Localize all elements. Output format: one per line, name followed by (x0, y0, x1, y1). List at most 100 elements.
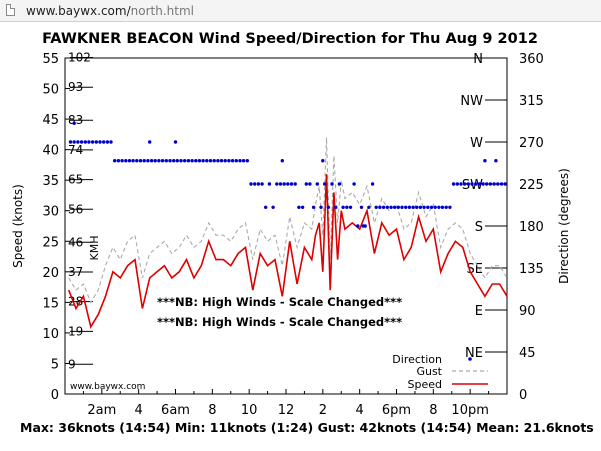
x-tick-label: 6pm (382, 403, 411, 418)
x-tick-label: 4 (356, 403, 364, 418)
direction-point (172, 159, 176, 163)
series-layer (67, 121, 508, 329)
direction-point (164, 159, 168, 163)
direction-point (282, 182, 286, 186)
direction-point (304, 182, 308, 186)
direction-point (466, 182, 470, 186)
direction-point (361, 224, 365, 228)
direction-point (359, 205, 364, 209)
direction-point (249, 182, 253, 186)
left-tick-label: 40 (42, 144, 59, 159)
direction-point (415, 205, 419, 209)
compass-label: W (470, 136, 483, 151)
direction-point (462, 182, 467, 186)
direction-point (499, 182, 504, 186)
direction-point (488, 182, 493, 186)
kmh-tick-label: 74 (68, 143, 83, 157)
direction-point (227, 159, 231, 163)
direction-point (241, 159, 246, 163)
y-axis-left-label: Speed (knots) (11, 184, 25, 268)
direction-point (253, 182, 257, 186)
summary-stats: Max: 36knots (14:54) Min: 11knots (1:24)… (20, 420, 594, 435)
direction-point (238, 159, 242, 163)
direction-point (485, 182, 489, 186)
kmh-tick-label: 83 (68, 113, 83, 127)
direction-point (492, 182, 496, 186)
direction-point (271, 205, 275, 209)
direction-point (455, 182, 459, 186)
right-tick-label: 45 (519, 346, 536, 361)
kmh-tick-label: 56 (68, 202, 83, 216)
right-tick-label: 270 (519, 136, 544, 151)
url-text[interactable]: www.baywx.com/north.html (26, 4, 194, 18)
direction-point (153, 159, 157, 163)
direction-point (297, 205, 301, 209)
compass-label: E (475, 304, 483, 319)
legend-direction-marker (468, 357, 472, 361)
direction-point (400, 205, 404, 209)
kmh-tick-label: 102 (68, 51, 91, 65)
compass-label: NE (465, 346, 483, 361)
gust-line (68, 137, 508, 304)
direction-point (245, 159, 249, 163)
direction-point (234, 159, 238, 163)
direction-point (87, 140, 91, 144)
direction-point (496, 182, 500, 186)
left-tick-label: 0 (51, 388, 59, 403)
direction-point (127, 159, 132, 163)
right-tick-label: 180 (519, 220, 544, 235)
direction-point (179, 159, 183, 163)
direction-point (186, 159, 191, 163)
direction-point (113, 159, 117, 163)
direction-point (494, 159, 498, 163)
legend-gust-label: Gust (416, 365, 442, 378)
right-tick-label: 90 (519, 304, 536, 319)
direction-point (300, 205, 305, 209)
direction-point (135, 159, 139, 163)
direction-point (289, 182, 294, 186)
direction-point (319, 205, 323, 209)
direction-point (102, 140, 106, 144)
direction-point (311, 205, 316, 209)
direction-point (393, 205, 397, 209)
direction-point (481, 182, 485, 186)
direction-point (348, 205, 353, 209)
direction-point (212, 159, 216, 163)
direction-point (407, 205, 412, 209)
url-path: north.html (130, 4, 194, 18)
y-axis-right-label: Direction (degrees) (557, 168, 571, 284)
direction-point (205, 159, 209, 163)
compass-label: N (473, 52, 483, 67)
plot-area (64, 57, 508, 395)
direction-point (326, 205, 331, 209)
direction-point (503, 182, 507, 186)
direction-point (194, 159, 198, 163)
direction-point (330, 182, 334, 186)
chart-title: FAWKNER BEACON Wind Speed/Direction for … (42, 31, 538, 47)
direction-point (149, 159, 154, 163)
left-tick-label: 30 (42, 205, 59, 220)
direction-point (175, 159, 179, 163)
direction-point (197, 159, 202, 163)
right-tick-label: 0 (519, 388, 527, 403)
direction-point (352, 182, 356, 186)
compass-label: NW (460, 94, 483, 109)
direction-point (323, 182, 327, 186)
direction-point (190, 159, 194, 163)
browser-address-bar[interactable]: www.baywx.com/north.html (0, 0, 601, 22)
url-domain: www.baywx.com/ (26, 4, 131, 18)
direction-point (448, 205, 452, 209)
direction-point (72, 121, 76, 126)
direction-point (308, 182, 312, 186)
left-tick-label: 55 (42, 52, 59, 67)
direction-point (411, 205, 415, 209)
direction-point (477, 182, 482, 186)
direction-point (267, 182, 272, 186)
x-tick-label: 2 (319, 403, 327, 418)
direction-point (138, 159, 143, 163)
x-tick-label: 10 (241, 403, 258, 418)
direction-point (337, 182, 342, 186)
page-icon (6, 4, 15, 16)
